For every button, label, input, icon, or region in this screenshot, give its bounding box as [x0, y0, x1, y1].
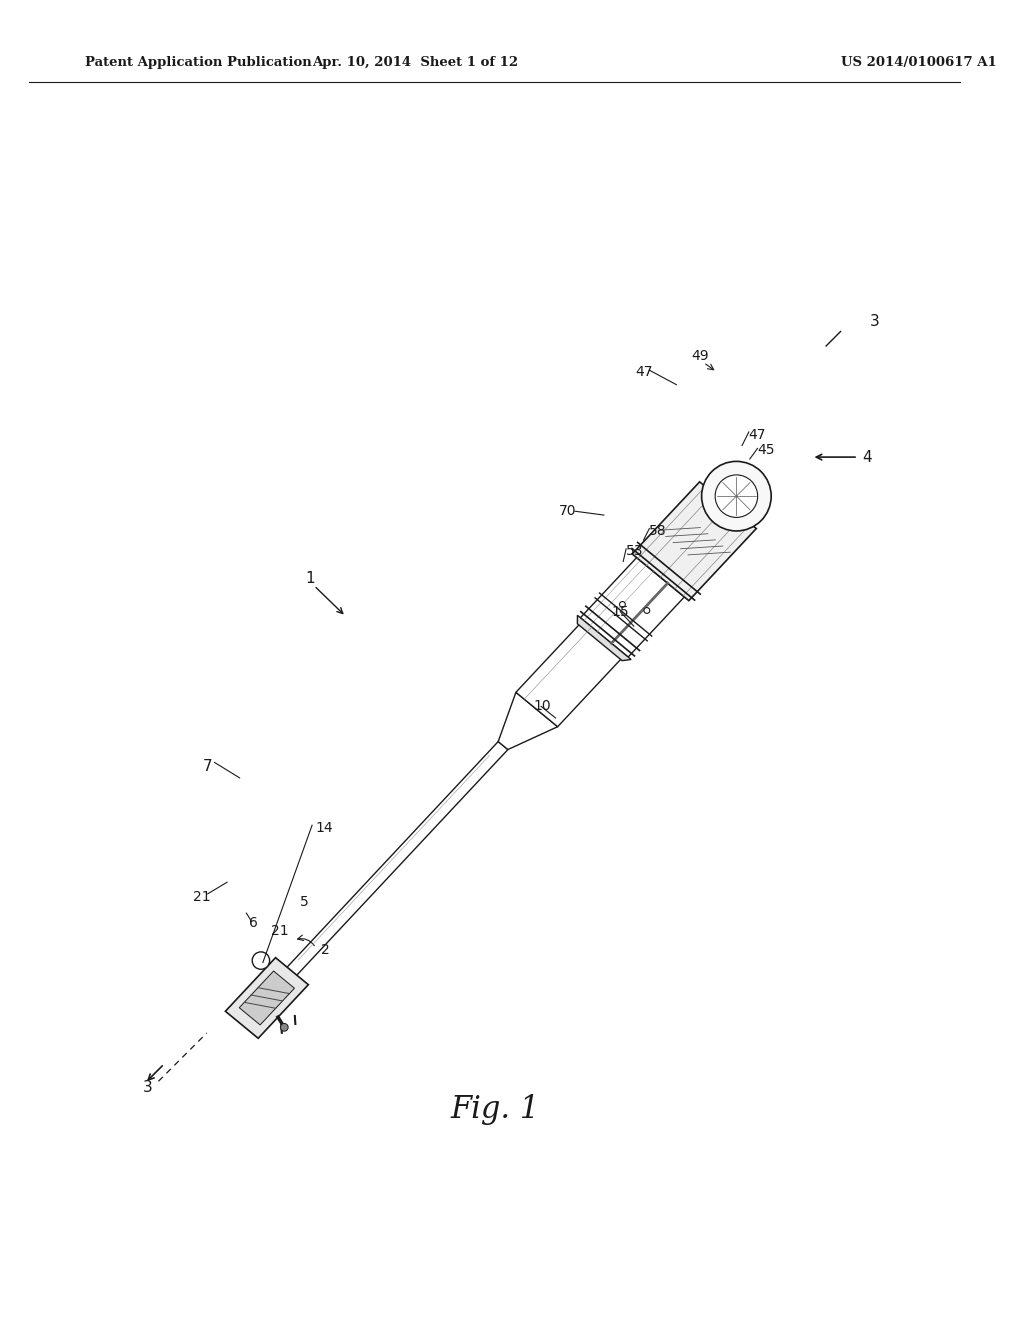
- Text: 10: 10: [534, 700, 551, 713]
- Text: Apr. 10, 2014  Sheet 1 of 12: Apr. 10, 2014 Sheet 1 of 12: [312, 57, 518, 70]
- Polygon shape: [285, 742, 508, 978]
- Polygon shape: [632, 482, 757, 601]
- Circle shape: [644, 607, 650, 614]
- Text: 3: 3: [143, 1080, 153, 1094]
- Circle shape: [701, 462, 771, 531]
- Text: 45: 45: [758, 444, 775, 457]
- Text: 49: 49: [691, 348, 709, 363]
- Text: 70: 70: [558, 504, 575, 519]
- Text: 21: 21: [270, 924, 288, 937]
- Polygon shape: [581, 557, 684, 657]
- Text: 21: 21: [194, 890, 211, 904]
- Text: 53: 53: [626, 544, 644, 558]
- Text: 47: 47: [749, 428, 766, 442]
- Text: 3: 3: [869, 314, 880, 329]
- Circle shape: [281, 1023, 288, 1031]
- Text: 7: 7: [203, 759, 213, 774]
- Circle shape: [620, 602, 626, 607]
- Circle shape: [715, 475, 758, 517]
- Polygon shape: [578, 615, 631, 660]
- Polygon shape: [225, 957, 308, 1039]
- Circle shape: [252, 952, 269, 969]
- Text: 4: 4: [862, 450, 871, 465]
- Text: US 2014/0100617 A1: US 2014/0100617 A1: [841, 57, 996, 70]
- Text: 6: 6: [249, 916, 258, 929]
- Text: 5: 5: [300, 895, 308, 908]
- Polygon shape: [516, 620, 625, 727]
- Text: 58: 58: [649, 524, 667, 537]
- Polygon shape: [240, 970, 294, 1026]
- Text: Patent Application Publication: Patent Application Publication: [85, 57, 311, 70]
- Polygon shape: [499, 692, 558, 750]
- Text: 1: 1: [305, 572, 315, 586]
- Text: Fig. 1: Fig. 1: [451, 1094, 540, 1125]
- Text: 2: 2: [321, 942, 330, 957]
- Polygon shape: [240, 972, 295, 1024]
- Text: 47: 47: [636, 366, 653, 379]
- Text: 15: 15: [611, 605, 629, 619]
- Text: 14: 14: [315, 821, 333, 836]
